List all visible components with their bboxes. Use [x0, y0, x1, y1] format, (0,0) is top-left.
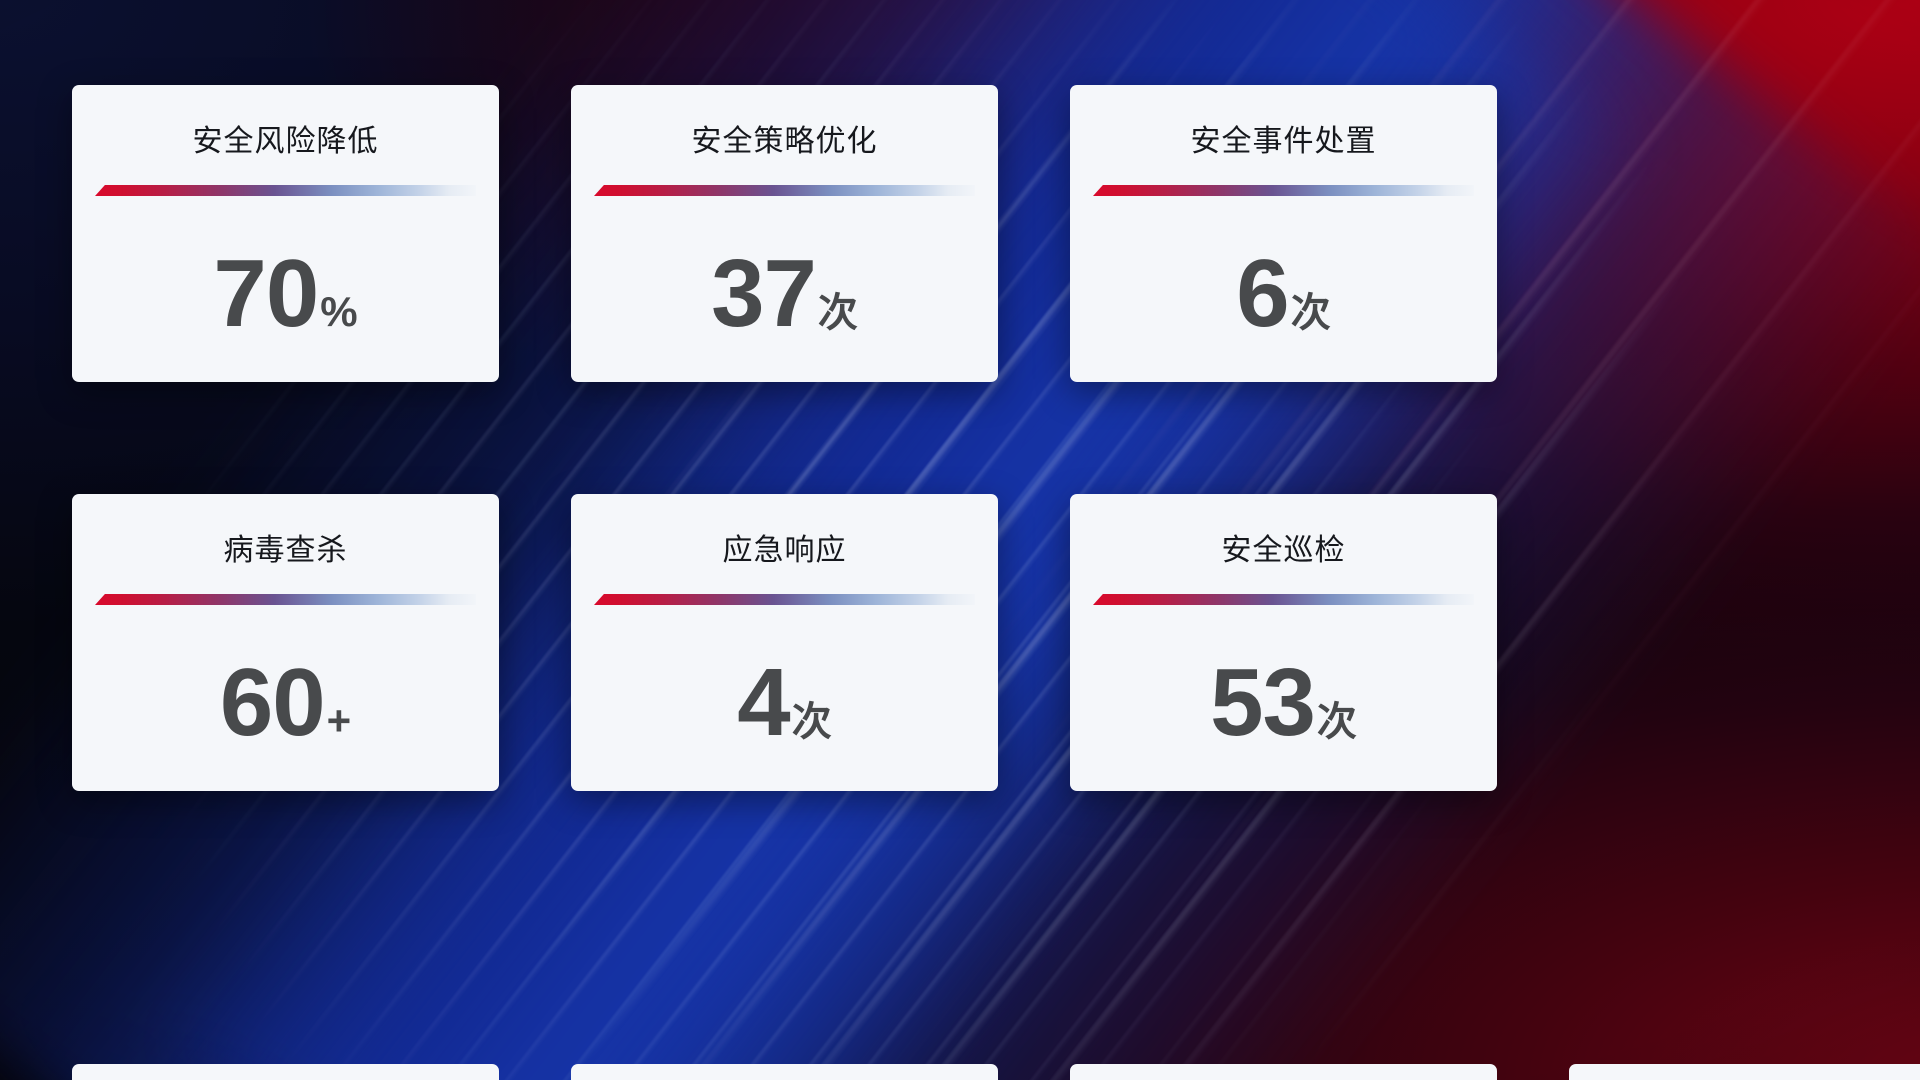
metric-card-title: 安全风险降低	[192, 125, 379, 158]
metric-value: 60	[219, 648, 326, 756]
metric-value: 37	[711, 239, 817, 347]
gradient-bar	[1093, 185, 1474, 196]
metric-card[interactable]: 安全事件处置 6 次	[1070, 85, 1497, 382]
metric-card-title: 安全策略优化	[691, 125, 878, 158]
metric-value-suffix: 次	[817, 290, 858, 335]
metric-card-divider	[1093, 185, 1474, 196]
metric-value-suffix: 次	[1290, 290, 1331, 335]
metric-card-divider	[594, 594, 975, 605]
metric-card-value-row: 37 次	[711, 239, 858, 347]
bleed-card-3	[1070, 1064, 1497, 1080]
metric-card-divider	[95, 185, 476, 196]
metric-card-value-row: 60 +	[219, 648, 352, 756]
metric-value-suffix: 次	[791, 699, 832, 744]
bottom-card-bleed-strip	[0, 1064, 1920, 1080]
metric-value: 4	[737, 648, 790, 756]
metric-value: 70	[213, 239, 319, 347]
metric-card-divider	[1093, 594, 1474, 605]
gradient-bar	[95, 185, 476, 196]
metric-card[interactable]: 安全风险降低 70%	[72, 85, 499, 382]
gradient-bar	[594, 594, 975, 605]
metric-value: 6	[1236, 239, 1289, 347]
bleed-card-4	[1569, 1064, 1920, 1080]
metric-card-value-row: 70%	[213, 239, 358, 347]
gradient-bar	[594, 185, 975, 196]
metric-card[interactable]: 应急响应 4 次	[571, 494, 998, 791]
metric-card-title: 病毒查杀	[223, 534, 348, 567]
metric-value-suffix: +	[326, 696, 352, 744]
metric-card-divider	[594, 185, 975, 196]
metric-card-title: 安全巡检	[1221, 534, 1346, 567]
gradient-bar	[95, 594, 476, 605]
metric-value-suffix: 次	[1316, 699, 1357, 744]
metric-card-title: 应急响应	[722, 534, 847, 567]
metric-card-value-row: 53 次	[1210, 648, 1357, 756]
metric-card-divider	[95, 594, 476, 605]
metric-card[interactable]: 安全策略优化 37 次	[571, 85, 998, 382]
bleed-card-1	[72, 1064, 499, 1080]
metric-card[interactable]: 安全巡检 53 次	[1070, 494, 1497, 791]
metric-value-suffix: %	[320, 287, 358, 335]
metric-card-grid: 安全风险降低 70% 安全策略优化 37 次安全事件处置 6 次病毒查杀 60 + 应急响应 4 次安…	[72, 85, 1497, 791]
metric-value: 53	[1210, 648, 1316, 756]
metric-card-title: 安全事件处置	[1190, 125, 1377, 158]
metric-card[interactable]: 病毒查杀 60 +	[72, 494, 499, 791]
gradient-bar	[1093, 594, 1474, 605]
bleed-card-2	[571, 1064, 998, 1080]
